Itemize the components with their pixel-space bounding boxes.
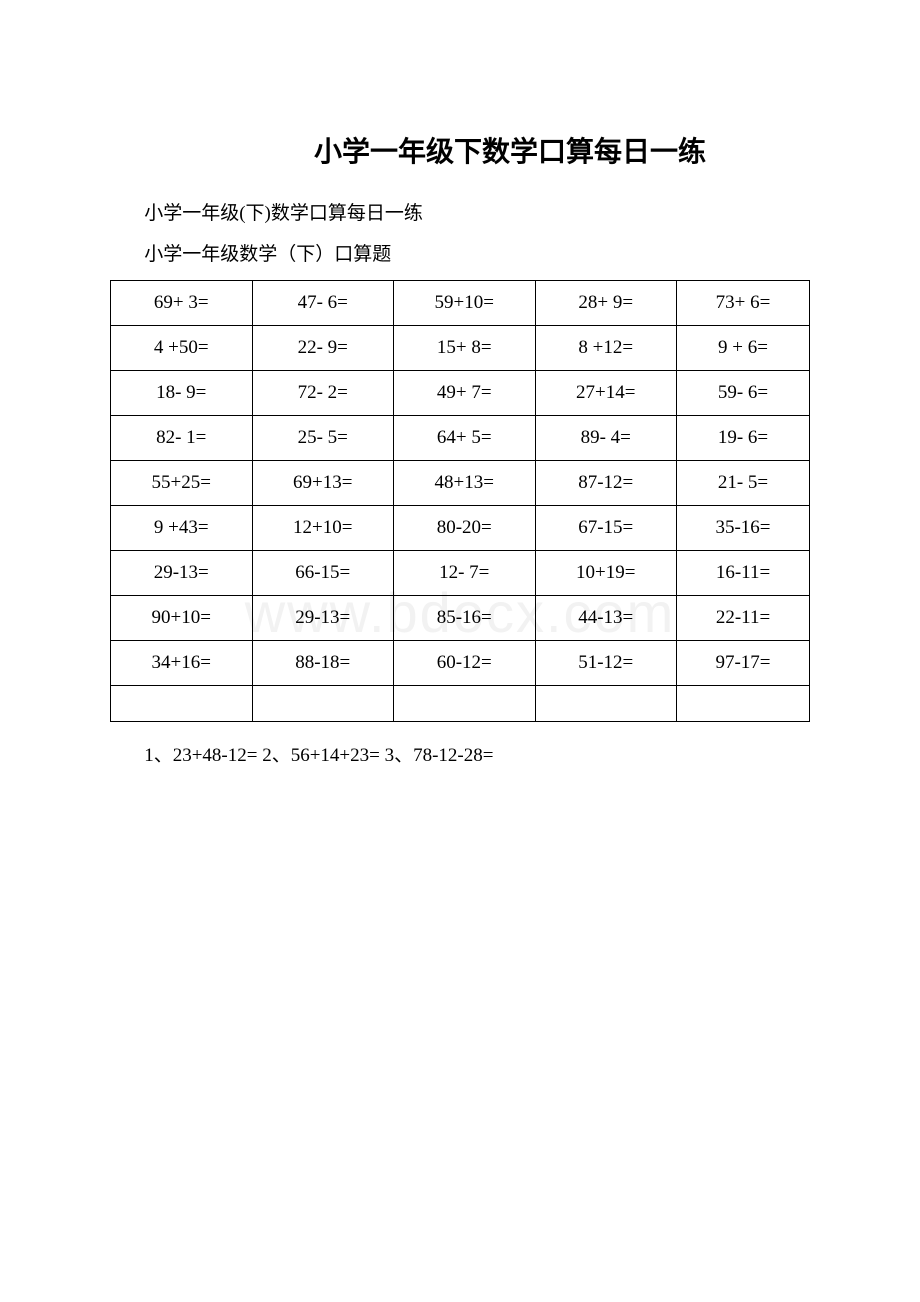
table-cell [535, 686, 677, 722]
table-cell: 18- 9= [111, 371, 253, 416]
table-cell: 29-13= [252, 596, 394, 641]
table-cell: 9 + 6= [677, 326, 810, 371]
table-row: 69+ 3= 47- 6= 59+10= 28+ 9= 73+ 6= [111, 281, 810, 326]
table-cell: 22-11= [677, 596, 810, 641]
table-cell: 69+ 3= [111, 281, 253, 326]
table-cell: 59+10= [394, 281, 536, 326]
table-row: 82- 1= 25- 5= 64+ 5= 89- 4= 19- 6= [111, 416, 810, 461]
table-cell: 34+16= [111, 641, 253, 686]
table-cell: 72- 2= [252, 371, 394, 416]
table-cell: 12- 7= [394, 551, 536, 596]
table-cell: 80-20= [394, 506, 536, 551]
table-cell: 97-17= [677, 641, 810, 686]
table-cell: 59- 6= [677, 371, 810, 416]
table-cell: 19- 6= [677, 416, 810, 461]
table-cell [394, 686, 536, 722]
table-cell [677, 686, 810, 722]
table-cell: 55+25= [111, 461, 253, 506]
bottom-problems: 1、23+48-12= 2、56+14+23= 3、78-12-28= [110, 740, 810, 767]
table-cell: 8 +12= [535, 326, 677, 371]
table-cell: 49+ 7= [394, 371, 536, 416]
table-row: 90+10= 29-13= 85-16= 44-13= 22-11= [111, 596, 810, 641]
table-cell: 4 +50= [111, 326, 253, 371]
table-cell: 85-16= [394, 596, 536, 641]
table-cell: 60-12= [394, 641, 536, 686]
table-cell: 67-15= [535, 506, 677, 551]
table-row: 29-13= 66-15= 12- 7= 10+19= 16-11= [111, 551, 810, 596]
table-cell: 16-11= [677, 551, 810, 596]
table-cell: 22- 9= [252, 326, 394, 371]
subtitle-2: 小学一年级数学（下）口算题 [110, 239, 810, 266]
document-page: 小学一年级下数学口算每日一练 小学一年级(下)数学口算每日一练 小学一年级数学（… [0, 0, 920, 767]
table-row [111, 686, 810, 722]
table-cell: 87-12= [535, 461, 677, 506]
table-row: 55+25= 69+13= 48+13= 87-12= 21- 5= [111, 461, 810, 506]
table-cell: 48+13= [394, 461, 536, 506]
table-cell: 69+13= [252, 461, 394, 506]
table-cell: 44-13= [535, 596, 677, 641]
table-cell: 21- 5= [677, 461, 810, 506]
table-row: 9 +43= 12+10= 80-20= 67-15= 35-16= [111, 506, 810, 551]
table-body: 69+ 3= 47- 6= 59+10= 28+ 9= 73+ 6= 4 +50… [111, 281, 810, 722]
table-cell: 47- 6= [252, 281, 394, 326]
page-title: 小学一年级下数学口算每日一练 [210, 130, 810, 170]
table-cell [252, 686, 394, 722]
subtitle-1: 小学一年级(下)数学口算每日一练 [110, 198, 810, 225]
table-cell: 10+19= [535, 551, 677, 596]
table-cell: 15+ 8= [394, 326, 536, 371]
table-cell: 25- 5= [252, 416, 394, 461]
table-cell: 88-18= [252, 641, 394, 686]
table-cell: 51-12= [535, 641, 677, 686]
table-cell: 35-16= [677, 506, 810, 551]
table-row: 4 +50= 22- 9= 15+ 8= 8 +12= 9 + 6= [111, 326, 810, 371]
table-cell: 27+14= [535, 371, 677, 416]
table-cell [111, 686, 253, 722]
table-cell: 66-15= [252, 551, 394, 596]
table-cell: 89- 4= [535, 416, 677, 461]
table-cell: 28+ 9= [535, 281, 677, 326]
table-cell: 90+10= [111, 596, 253, 641]
table-cell: 9 +43= [111, 506, 253, 551]
table-cell: 29-13= [111, 551, 253, 596]
table-cell: 64+ 5= [394, 416, 536, 461]
table-row: 34+16= 88-18= 60-12= 51-12= 97-17= [111, 641, 810, 686]
table-cell: 82- 1= [111, 416, 253, 461]
table-cell: 12+10= [252, 506, 394, 551]
math-problems-table: 69+ 3= 47- 6= 59+10= 28+ 9= 73+ 6= 4 +50… [110, 280, 810, 722]
table-row: 18- 9= 72- 2= 49+ 7= 27+14= 59- 6= [111, 371, 810, 416]
table-cell: 73+ 6= [677, 281, 810, 326]
